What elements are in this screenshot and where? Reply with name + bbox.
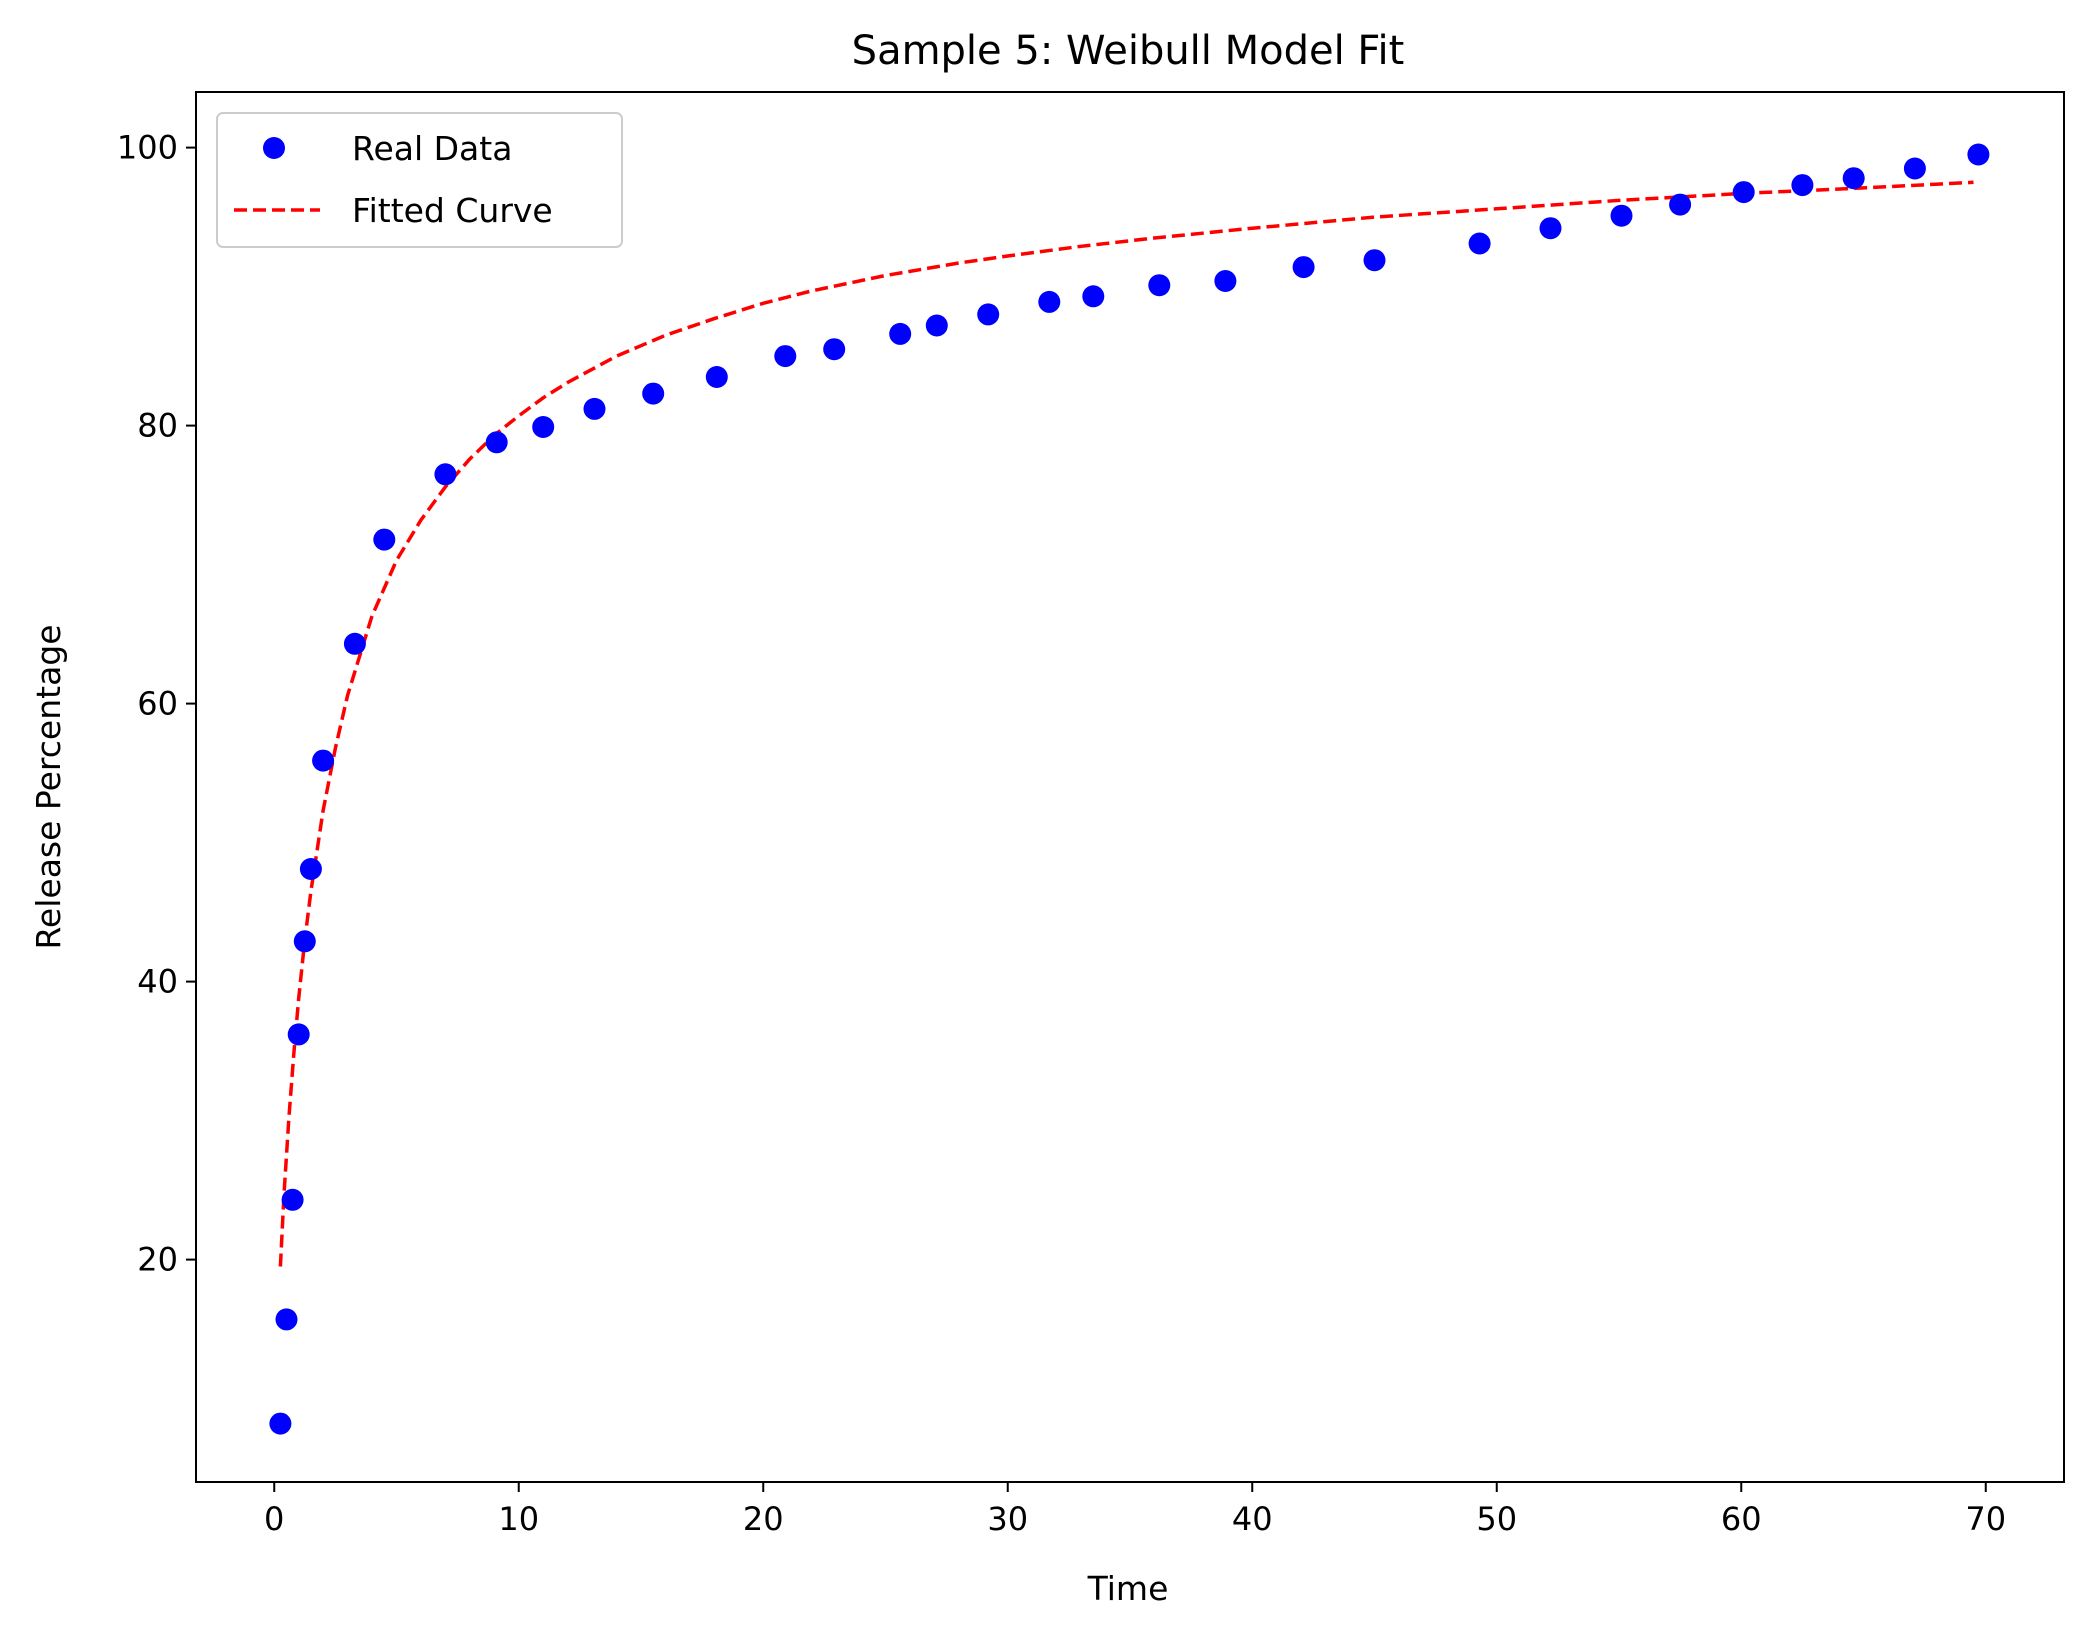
y-tick-label: 20 (137, 1241, 178, 1279)
axes-frame (195, 91, 2065, 1483)
data-point (925, 314, 948, 337)
x-tick-label: 30 (987, 1500, 1028, 1538)
data-point (373, 528, 396, 551)
data-point (1669, 193, 1692, 216)
data-point (485, 431, 508, 454)
data-point (889, 322, 912, 345)
data-point (823, 338, 846, 361)
data-point (1903, 157, 1926, 180)
data-point (1468, 232, 1491, 255)
data-point (293, 930, 316, 953)
data-point (977, 303, 1000, 326)
data-point (1791, 174, 1814, 197)
data-point (1038, 290, 1061, 313)
series-layer (269, 143, 1990, 1435)
y-tick-label: 40 (137, 963, 178, 1001)
data-point (343, 632, 366, 655)
data-point (434, 463, 457, 486)
data-point (532, 416, 555, 438)
data-point (642, 382, 665, 405)
x-tick-label: 20 (743, 1500, 784, 1538)
data-point (1967, 143, 1990, 166)
y-axis: 20 40 60 80 100 (117, 129, 196, 1279)
data-point (1610, 204, 1633, 227)
data-point (1214, 270, 1237, 292)
data-point (287, 1023, 310, 1046)
data-point (1842, 167, 1865, 190)
y-tick-label: 100 (117, 129, 178, 167)
data-point (1732, 181, 1755, 204)
data-point (312, 749, 335, 772)
data-point (583, 397, 606, 420)
data-point (1292, 256, 1315, 279)
x-tick-label: 40 (1232, 1500, 1273, 1538)
x-tick-label: 50 (1476, 1500, 1517, 1538)
legend: Real Data Fitted Curve (216, 112, 623, 248)
legend-marker-real-data (263, 137, 285, 159)
data-point (705, 366, 728, 388)
y-axis-label: Release Percentage (29, 624, 68, 949)
fitted-curve-line (278, 180, 1974, 1267)
x-axis-label: Time (1087, 1569, 1169, 1608)
x-tick-label: 70 (1965, 1500, 2006, 1538)
data-point (275, 1308, 298, 1331)
y-tick-label: 60 (137, 685, 178, 723)
data-point (269, 1412, 292, 1435)
data-point (1363, 249, 1386, 272)
x-tick-label: 10 (498, 1500, 539, 1538)
legend-label-fitted-curve: Fitted Curve (352, 191, 553, 230)
data-point (281, 1188, 304, 1211)
y-tick-label: 80 (137, 407, 178, 445)
legend-box (216, 112, 623, 248)
data-point (1082, 285, 1105, 308)
data-point (1148, 274, 1171, 297)
data-point (299, 858, 322, 880)
x-tick-label: 60 (1721, 1500, 1762, 1538)
x-axis: 0 10 20 30 40 50 60 70 (264, 1482, 2006, 1538)
legend-label-real-data: Real Data (352, 129, 512, 168)
chart-title: Sample 5: Weibull Model Fit (852, 28, 1405, 74)
x-tick-label: 0 (264, 1500, 284, 1538)
data-point (774, 345, 797, 368)
plot-area (195, 91, 2065, 1483)
data-point (1539, 217, 1562, 240)
